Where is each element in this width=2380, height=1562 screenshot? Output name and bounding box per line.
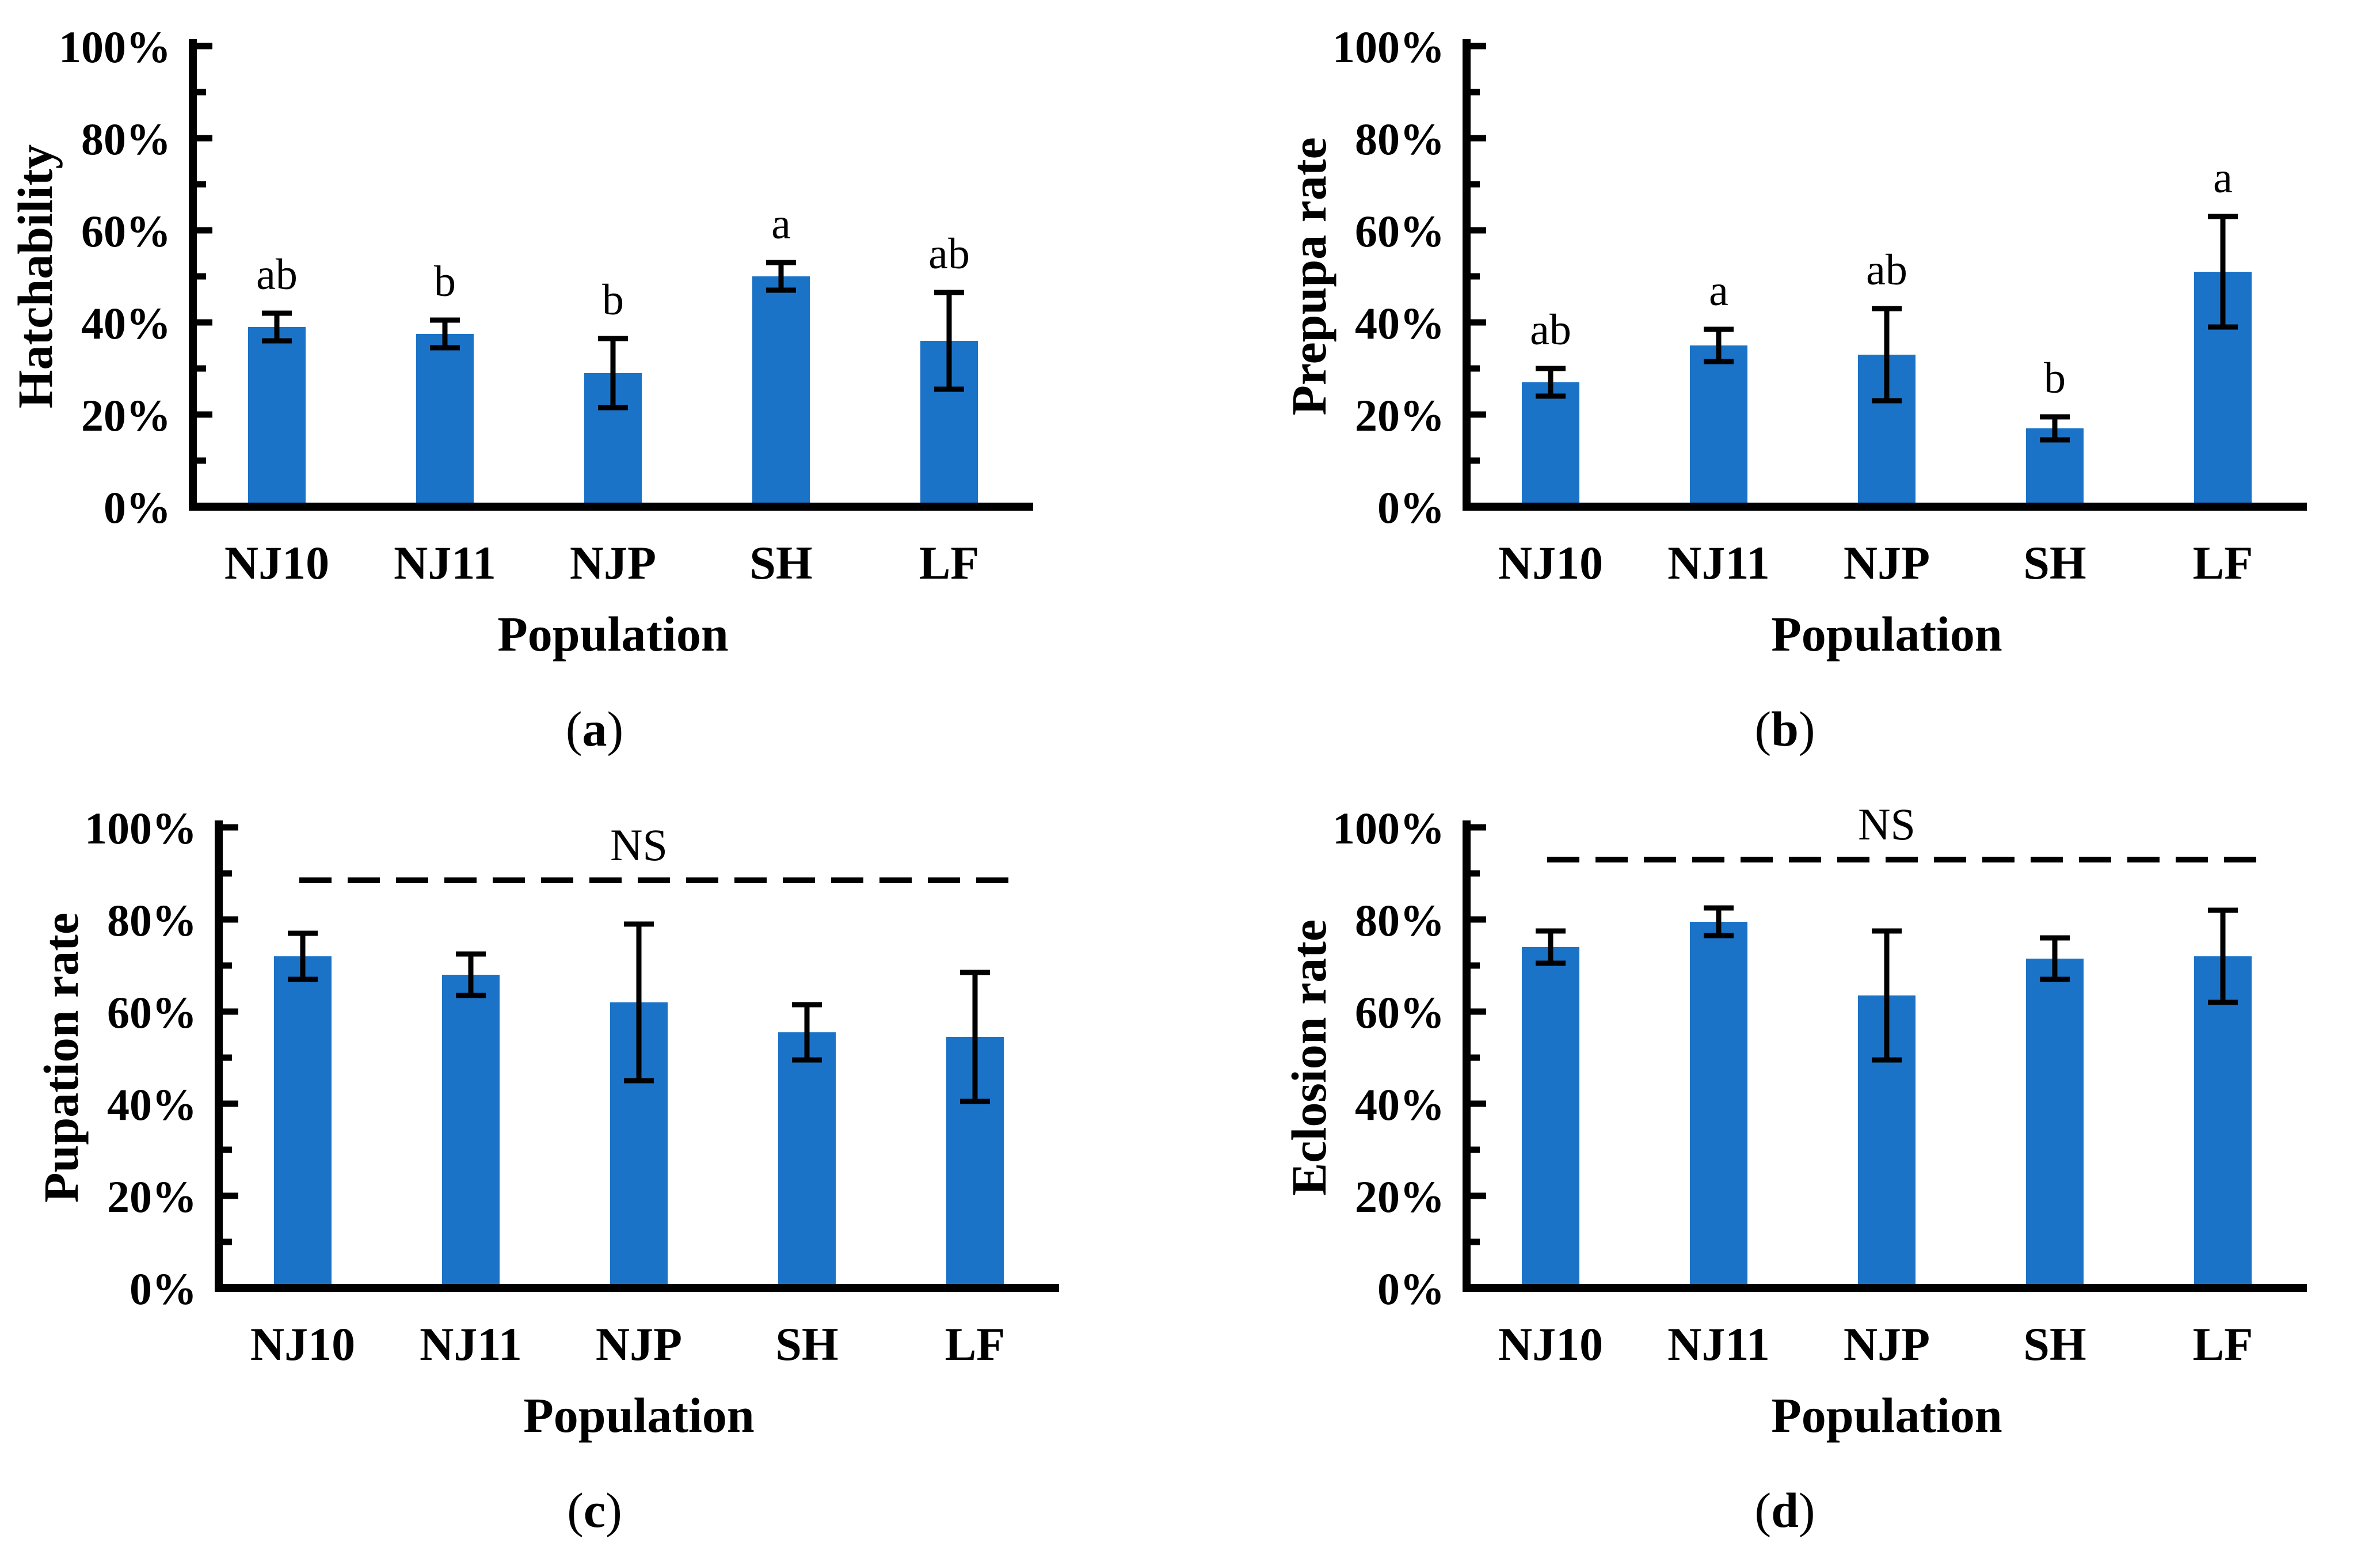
xtick-label-LF: LF bbox=[2193, 537, 2253, 589]
ytick-label-60: 60% bbox=[81, 206, 171, 256]
bar-NJ10 bbox=[248, 327, 306, 507]
xtick-label-SH: SH bbox=[775, 1318, 838, 1370]
xtick-label-LF: LF bbox=[919, 537, 980, 589]
ns-label: NS bbox=[610, 820, 668, 870]
ytick-label-100: 100% bbox=[1332, 22, 1445, 72]
ytick-label-60: 60% bbox=[1355, 206, 1445, 256]
x-axis-title: Population bbox=[1771, 606, 2002, 662]
xtick-label-NJ11: NJ11 bbox=[394, 537, 496, 589]
bar-SH bbox=[778, 1032, 836, 1288]
bar-NJ11 bbox=[442, 975, 500, 1288]
xtick-label-SH: SH bbox=[2023, 1318, 2086, 1370]
ytick-label-100: 100% bbox=[1332, 803, 1445, 853]
ytick-label-80: 80% bbox=[1355, 114, 1445, 164]
sig-letter-NJ11: a bbox=[1709, 267, 1728, 315]
xtick-label-NJ10: NJ10 bbox=[1498, 1318, 1603, 1370]
sig-letter-NJ10: ab bbox=[1530, 306, 1571, 354]
xtick-label-NJ10: NJ10 bbox=[1498, 537, 1603, 589]
y-axis-title: Hatchability bbox=[7, 145, 63, 409]
panel-b-prepupa-rate-chart: ab a ab b a 0% 20% 40% 60% 80% 100% Prepupa rate NJ1… bbox=[1281, 22, 2307, 757]
ytick-label-20: 20% bbox=[107, 1172, 197, 1222]
xtick-label-NJ11: NJ11 bbox=[1667, 1318, 1770, 1370]
x-axis-title: Population bbox=[1771, 1388, 2002, 1443]
y-axis-title: Pupation rate bbox=[33, 913, 89, 1203]
x-axis-title: Population bbox=[523, 1388, 754, 1443]
ns-label: NS bbox=[1858, 799, 1916, 849]
ytick-label-40: 40% bbox=[1355, 1080, 1445, 1130]
panel-label-a: (a) bbox=[566, 701, 623, 757]
xtick-label-LF: LF bbox=[2193, 1318, 2253, 1370]
ytick-label-40: 40% bbox=[1355, 298, 1445, 348]
ytick-label-40: 40% bbox=[81, 298, 171, 348]
bar-NJ11 bbox=[1690, 345, 1747, 507]
sig-letter-SH: b bbox=[2044, 354, 2066, 402]
x-axis-title: Population bbox=[497, 606, 728, 662]
ytick-label-80: 80% bbox=[1355, 895, 1445, 945]
ytick-label-0: 0% bbox=[104, 482, 171, 533]
bar-NJ10 bbox=[1522, 382, 1579, 507]
y-axis-title: Eclosion rate bbox=[1281, 919, 1336, 1196]
bar-SH bbox=[752, 276, 810, 507]
xtick-label-SH: SH bbox=[2023, 537, 2086, 589]
panel-c-pupation-rate-chart: NS 0% 20% 40% 60% 80% 100% Pupation rate NJ10 NJ1… bbox=[33, 803, 1059, 1538]
xtick-label-SH: SH bbox=[749, 537, 812, 589]
xtick-label-NJ11: NJ11 bbox=[420, 1318, 522, 1370]
ytick-label-100: 100% bbox=[85, 803, 197, 853]
panel-label-b: (b) bbox=[1754, 701, 1815, 757]
ytick-label-60: 60% bbox=[107, 987, 197, 1037]
xtick-label-NJP: NJP bbox=[570, 537, 656, 589]
ytick-label-60: 60% bbox=[1355, 987, 1445, 1037]
sig-letter-SH: a bbox=[771, 200, 791, 248]
panel-d-eclosion-rate-chart: NS 0% 20% 40% 60% 80% 100% Eclosion rate NJ10 NJ1… bbox=[1281, 799, 2307, 1538]
ytick-label-20: 20% bbox=[1355, 390, 1445, 440]
xtick-label-NJP: NJP bbox=[596, 1318, 682, 1370]
ytick-label-0: 0% bbox=[1377, 1264, 1445, 1314]
bar-SH bbox=[2026, 959, 2084, 1288]
ytick-label-20: 20% bbox=[81, 390, 171, 440]
ytick-label-0: 0% bbox=[1377, 482, 1445, 533]
sig-letter-NJ10: ab bbox=[256, 250, 298, 299]
ytick-label-80: 80% bbox=[107, 895, 197, 945]
ytick-label-40: 40% bbox=[107, 1080, 197, 1130]
sig-letter-NJP: b bbox=[602, 276, 624, 324]
panel-a-hatchability-chart: ab b b a ab 0% 20% 40% 60% 80% 100% Hatchability NJ1… bbox=[7, 22, 1033, 757]
ytick-label-80: 80% bbox=[81, 114, 171, 164]
xtick-label-NJP: NJP bbox=[1844, 1318, 1930, 1370]
ytick-label-0: 0% bbox=[130, 1264, 197, 1314]
xtick-label-NJ10: NJ10 bbox=[224, 537, 329, 589]
xtick-label-NJP: NJP bbox=[1844, 537, 1930, 589]
xtick-label-NJ11: NJ11 bbox=[1667, 537, 1770, 589]
y-axis-title: Prepupa rate bbox=[1281, 137, 1336, 415]
sig-letter-LF: ab bbox=[928, 230, 970, 278]
sig-letter-LF: a bbox=[2213, 154, 2233, 202]
ytick-label-100: 100% bbox=[59, 22, 171, 72]
sig-letter-NJ11: b bbox=[434, 257, 456, 306]
bar-NJ11 bbox=[416, 334, 474, 507]
panel-label-c: (c) bbox=[567, 1483, 622, 1538]
bar-LF bbox=[2194, 956, 2252, 1288]
sig-letter-NJP: ab bbox=[1866, 246, 1907, 294]
ytick-label-20: 20% bbox=[1355, 1172, 1445, 1222]
xtick-label-LF: LF bbox=[945, 1318, 1006, 1370]
panel-label-d: (d) bbox=[1754, 1483, 1815, 1538]
xtick-label-NJ10: NJ10 bbox=[250, 1318, 355, 1370]
bar-NJ10 bbox=[274, 956, 332, 1288]
bar-NJ10 bbox=[1522, 947, 1579, 1288]
bar-NJ11 bbox=[1690, 922, 1747, 1288]
